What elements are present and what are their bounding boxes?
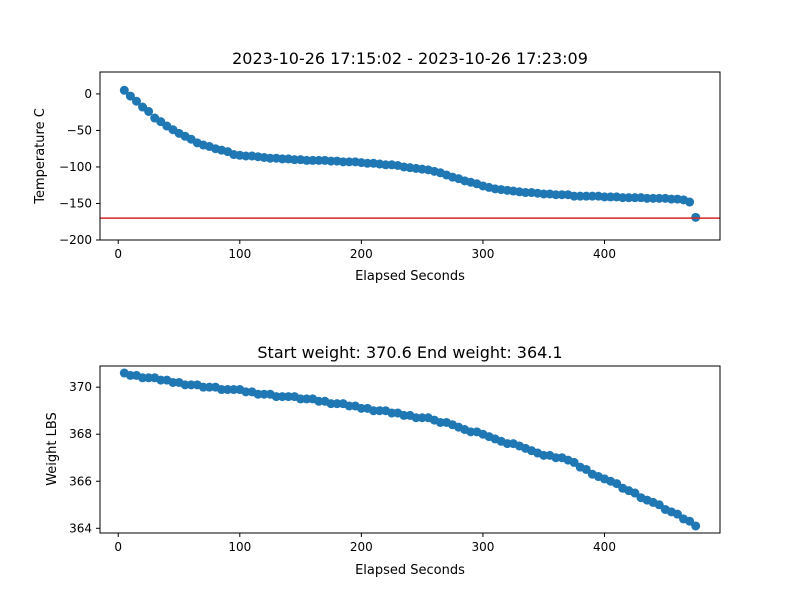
data-point: [144, 106, 154, 116]
data-points: [119, 85, 701, 222]
data-point: [654, 500, 664, 510]
data-point: [581, 464, 591, 474]
temperature-chart: 2023-10-26 17:15:02 - 2023-10-26 17:23:0…: [33, 49, 721, 284]
y-tick-label: −100: [59, 160, 92, 174]
y-tick-label: 364: [69, 521, 92, 535]
plot-area-frame: [99, 71, 721, 241]
data-point: [612, 479, 622, 489]
x-tick-label: 100: [228, 540, 251, 554]
data-point: [685, 516, 695, 526]
x-tick-label: 100: [228, 247, 251, 261]
y-tick-label: 366: [69, 474, 92, 488]
chart-title: Start weight: 370.6 End weight: 364.1: [257, 343, 562, 362]
y-axis-label: Temperature C: [33, 108, 48, 205]
data-point: [125, 91, 135, 101]
x-tick-label: 200: [350, 247, 373, 261]
x-ticks: 0 100 200 300 400: [114, 533, 616, 554]
x-tick-label: 400: [593, 540, 616, 554]
y-ticks: 0 −50 −100 −150 −200: [59, 87, 100, 247]
y-tick-label: 370: [69, 380, 92, 394]
data-point: [131, 96, 141, 106]
data-points: [119, 368, 701, 531]
weight-chart: Start weight: 370.6 End weight: 364.1 0 1…: [45, 343, 721, 578]
data-point: [569, 457, 579, 467]
x-tick-label: 200: [350, 540, 373, 554]
x-tick-label: 0: [114, 540, 122, 554]
y-tick-label: −50: [67, 123, 92, 137]
x-tick-label: 300: [471, 247, 494, 261]
y-ticks: 364 366 368 370: [69, 380, 100, 535]
x-axis-label: Elapsed Seconds: [355, 563, 465, 578]
x-ticks: 0 100 200 300 400: [114, 240, 616, 261]
y-tick-label: −150: [59, 196, 92, 210]
x-axis-label: Elapsed Seconds: [355, 269, 465, 284]
data-point: [630, 488, 640, 498]
x-tick-label: 300: [471, 540, 494, 554]
x-tick-label: 400: [593, 247, 616, 261]
data-point: [685, 197, 695, 207]
y-tick-label: −200: [59, 233, 92, 247]
data-point: [672, 509, 682, 519]
data-point: [691, 521, 701, 531]
y-tick-label: 368: [69, 427, 92, 441]
y-axis-label: Weight LBS: [45, 412, 60, 486]
chart-title: 2023-10-26 17:15:02 - 2023-10-26 17:23:0…: [232, 49, 588, 68]
y-tick-label: 0: [84, 87, 92, 101]
x-tick-label: 0: [114, 247, 122, 261]
plot-area-frame: [99, 365, 721, 534]
data-point: [119, 85, 129, 95]
